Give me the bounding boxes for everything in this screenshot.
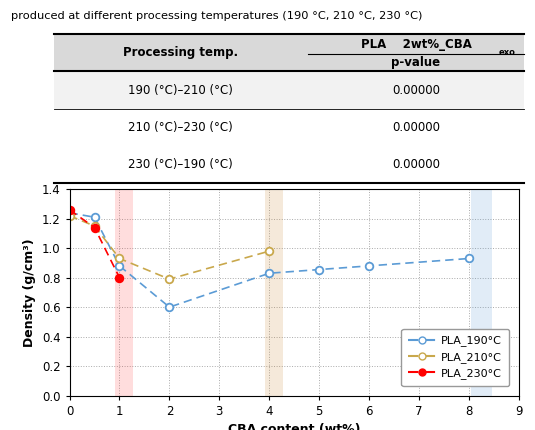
- PLA_190°C: [466, 256, 472, 261]
- PLA_190°C: [266, 270, 272, 276]
- PLA_190°C: [366, 263, 372, 268]
- X-axis label: CBA content (wt%): CBA content (wt%): [228, 423, 361, 430]
- Bar: [265, 189, 283, 396]
- Line: PLA_190°C: PLA_190°C: [66, 209, 473, 311]
- FancyBboxPatch shape: [54, 71, 524, 109]
- Text: 230 (°C)–190 (°C): 230 (°C)–190 (°C): [128, 158, 233, 171]
- Text: 0.00000: 0.00000: [392, 83, 440, 96]
- Text: 0.00000: 0.00000: [392, 121, 440, 134]
- PLA_190°C: [66, 210, 73, 215]
- Legend: PLA_190°C, PLA_210°C, PLA_230°C: PLA_190°C, PLA_210°C, PLA_230°C: [401, 329, 509, 386]
- PLA_230°C: [91, 225, 98, 230]
- Bar: [116, 189, 133, 396]
- Text: exo: exo: [499, 49, 515, 58]
- PLA_190°C: [166, 304, 173, 310]
- PLA_210°C: [166, 276, 173, 282]
- Text: 190 (°C)–210 (°C): 190 (°C)–210 (°C): [128, 83, 233, 96]
- Text: 0.00000: 0.00000: [392, 158, 440, 171]
- Bar: [470, 189, 493, 396]
- PLA_230°C: [66, 207, 73, 212]
- PLA_190°C: [91, 215, 98, 220]
- PLA_210°C: [116, 256, 123, 261]
- Line: PLA_210°C: PLA_210°C: [66, 212, 273, 283]
- Y-axis label: Density (g/cm³): Density (g/cm³): [23, 238, 36, 347]
- Text: PLA    2wt%_CBA: PLA 2wt%_CBA: [361, 37, 471, 51]
- PLA_210°C: [91, 224, 98, 229]
- Text: Processing temp.: Processing temp.: [123, 46, 238, 59]
- Line: PLA_230°C: PLA_230°C: [66, 206, 123, 282]
- PLA_190°C: [316, 267, 323, 272]
- Text: p-value: p-value: [392, 56, 441, 69]
- PLA_210°C: [66, 213, 73, 218]
- PLA_230°C: [116, 275, 123, 280]
- PLA_190°C: [116, 263, 123, 268]
- PLA_210°C: [266, 249, 272, 254]
- Text: produced at different processing temperatures (190 °C, 210 °C, 230 °C): produced at different processing tempera…: [11, 11, 422, 21]
- Text: 210 (°C)–230 (°C): 210 (°C)–230 (°C): [128, 121, 233, 134]
- FancyBboxPatch shape: [54, 34, 524, 71]
